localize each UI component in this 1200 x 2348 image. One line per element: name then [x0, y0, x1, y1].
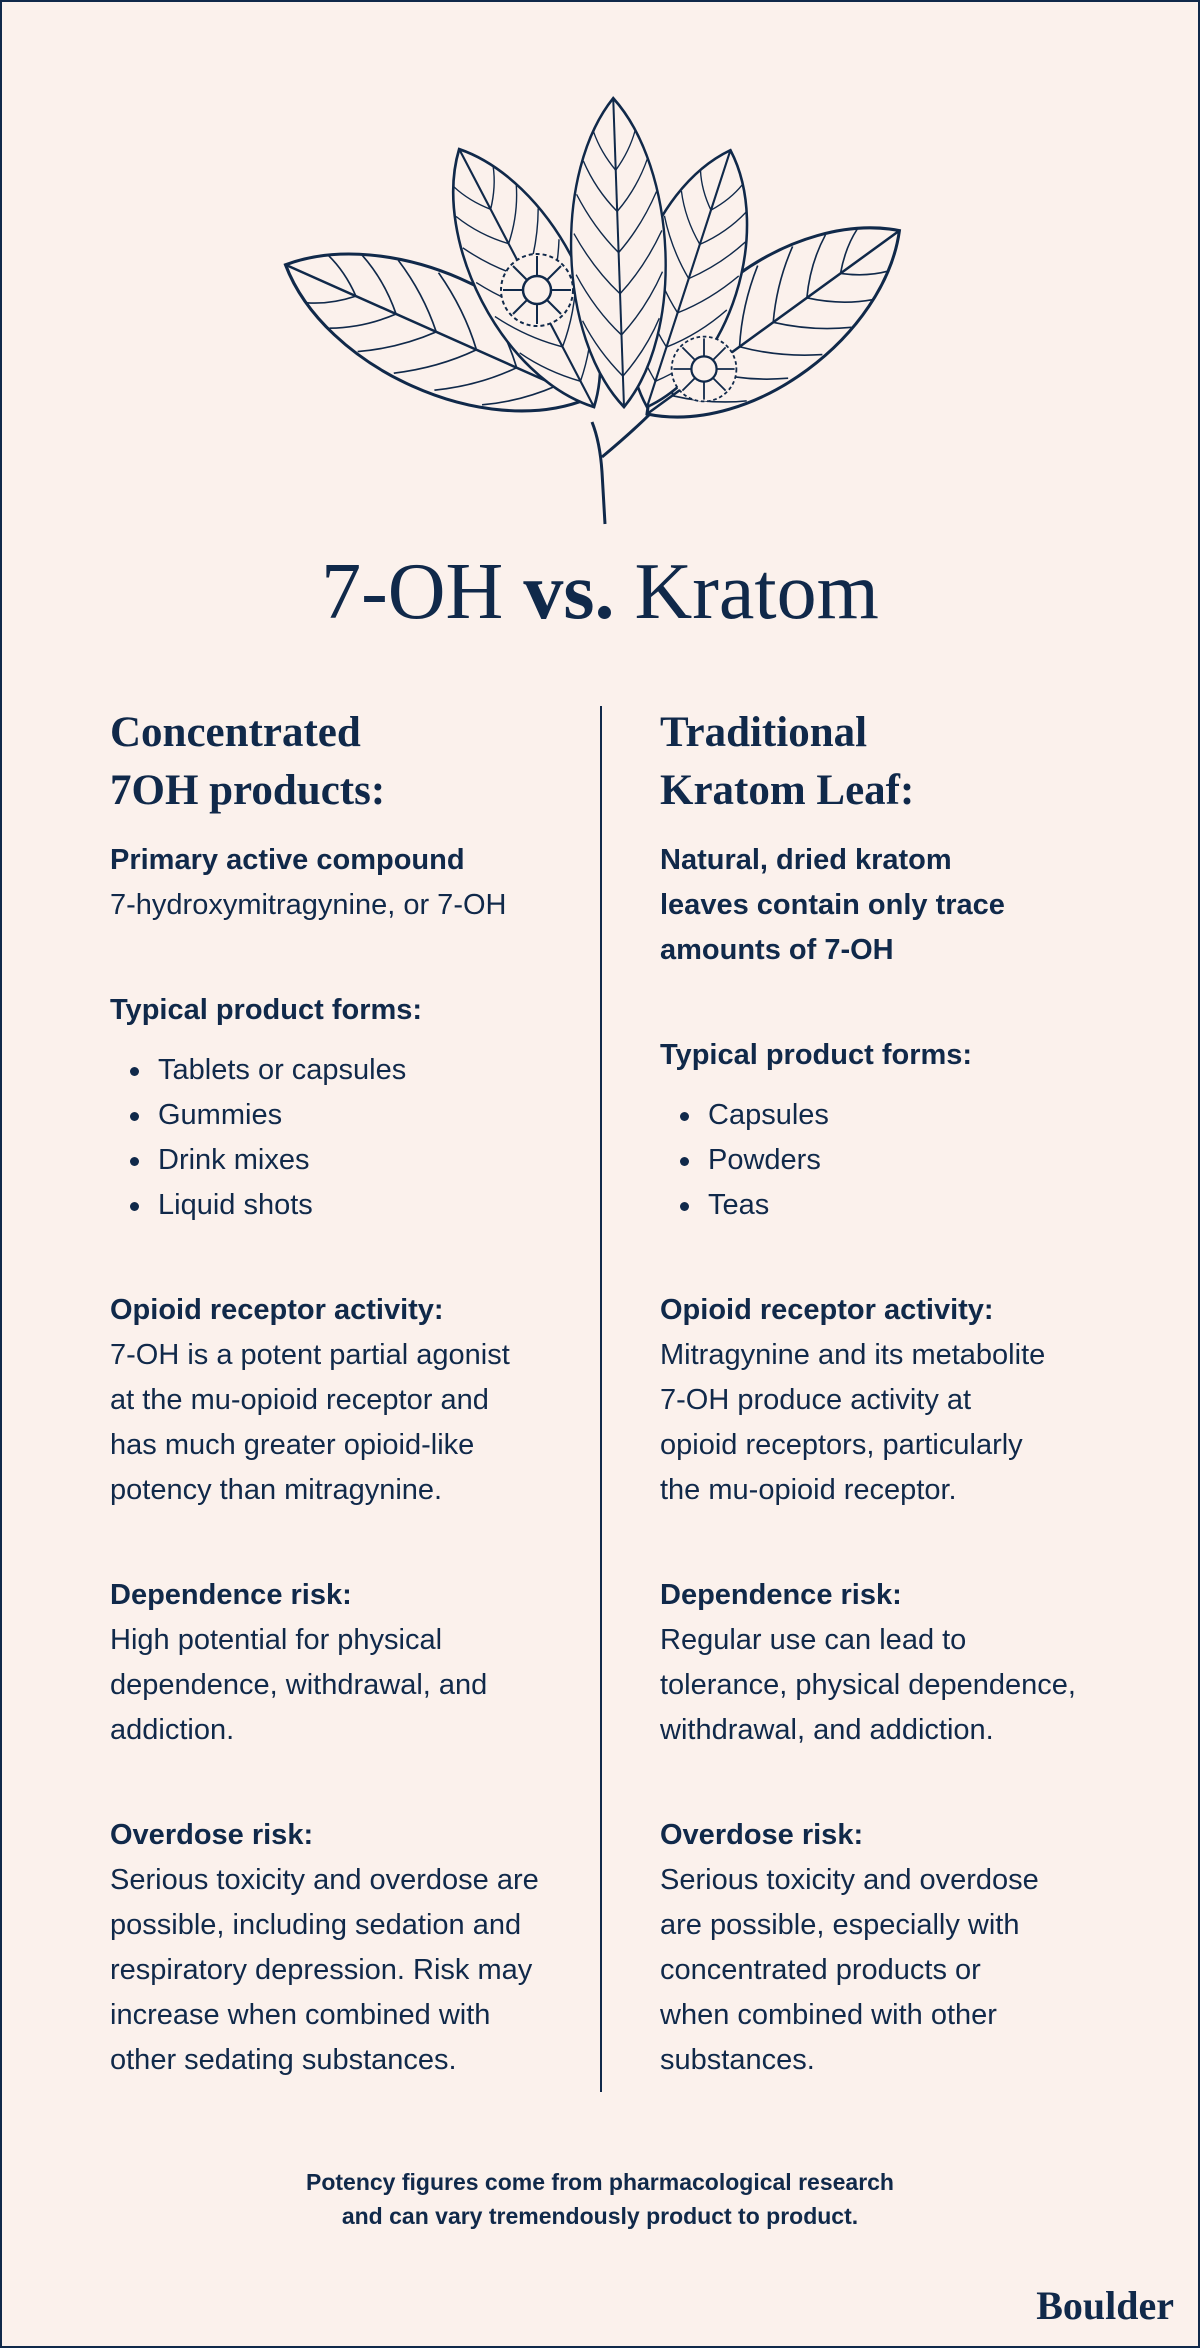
- section: Opioid receptor activity: Mitragynine and…: [660, 1288, 1140, 1513]
- section: Typical product forms: Tablets or capsule…: [110, 988, 590, 1228]
- section: Dependence risk: High potential for physi…: [110, 1573, 590, 1753]
- body-line: are possible, especially with: [660, 1909, 1020, 1941]
- section: Natural, dried kratom leaves contain only…: [660, 838, 1140, 973]
- bullet-item: Powders: [660, 1138, 1140, 1183]
- section-label: Dependence risk:: [660, 1579, 902, 1611]
- body-line: tolerance, physical dependence,: [660, 1669, 1076, 1701]
- body-line: 7-OH produce activity at: [660, 1384, 972, 1416]
- heading-line: 7OH products:: [110, 767, 386, 814]
- section-label: Typical product forms:: [660, 1039, 973, 1071]
- body-line: increase when combined with: [110, 1999, 491, 2031]
- section-label: amounts of 7-OH: [660, 934, 894, 966]
- section-label: Opioid receptor activity:: [110, 1294, 444, 1326]
- column: Concentrated 7OH products: Primary active …: [110, 704, 590, 2083]
- body-line: has much greater opioid-like: [110, 1429, 475, 1461]
- column: Traditional Kratom Leaf: Natural, dried kr…: [660, 704, 1140, 2083]
- body-line: the mu-opioid receptor.: [660, 1474, 957, 1506]
- heading-line: Kratom Leaf:: [660, 767, 915, 814]
- body-line: Regular use can lead to: [660, 1624, 967, 1656]
- body-line: substances.: [660, 2044, 815, 2076]
- section-label: Overdose risk:: [660, 1819, 864, 1851]
- body-line: concentrated products or: [660, 1954, 981, 1986]
- heading-line: Traditional: [660, 709, 868, 756]
- body-line: when combined with other: [660, 1999, 997, 2031]
- section-label: Dependence risk:: [110, 1579, 352, 1611]
- body-line: addiction.: [110, 1714, 235, 1746]
- body-line: High potential for physical: [110, 1624, 443, 1656]
- section-label: Overdose risk:: [110, 1819, 314, 1851]
- body-line: possible, including sedation and: [110, 1909, 522, 1941]
- body-line: 7-hydroxymitragynine, or 7-OH: [110, 889, 507, 921]
- title-part: 7-OH: [321, 548, 504, 636]
- section: Primary active compound 7-hydroxymitragyn…: [110, 838, 590, 928]
- body-line: Mitragynine and its metabolite: [660, 1339, 1046, 1371]
- title: 7-OH vs. Kratom: [2, 542, 1198, 642]
- body-line: opioid receptors, particularly: [660, 1429, 1023, 1461]
- title-part: Kratom: [634, 548, 879, 636]
- section-label: Natural, dried kratom: [660, 844, 952, 876]
- section: Typical product forms: Capsules Powders Tea…: [660, 1033, 1140, 1228]
- column-heading: Concentrated 7OH products:: [110, 704, 590, 820]
- body-line: respiratory depression. Risk may: [110, 1954, 533, 1986]
- body-line: Serious toxicity and overdose are: [110, 1864, 539, 1896]
- bullet-item: Drink mixes: [110, 1138, 590, 1183]
- body-line: at the mu-opioid receptor and: [110, 1384, 489, 1416]
- bullet-item: Tablets or capsules: [110, 1048, 590, 1093]
- column-heading: Traditional Kratom Leaf:: [660, 704, 1140, 820]
- section: Overdose risk: Serious toxicity and overd…: [110, 1813, 590, 2083]
- divider: [600, 706, 602, 2092]
- section-label: Opioid receptor activity:: [660, 1294, 994, 1326]
- leaf-illustration: [259, 95, 936, 525]
- body-line: Serious toxicity and overdose: [660, 1864, 1039, 1896]
- title-part: vs.: [523, 548, 615, 636]
- body-line: dependence, withdrawal, and: [110, 1669, 488, 1701]
- body-line: other sedating substances.: [110, 2044, 457, 2076]
- bullet-list: Capsules Powders Teas: [660, 1093, 1140, 1228]
- bullet-item: Teas: [660, 1183, 1140, 1228]
- body-line: withdrawal, and addiction.: [660, 1714, 994, 1746]
- body-line: 7-OH is a potent partial agonist: [110, 1339, 510, 1371]
- heading-line: Concentrated: [110, 709, 361, 756]
- section-label: leaves contain only trace: [660, 889, 1005, 921]
- section: Overdose risk: Serious toxicity and overd…: [660, 1813, 1140, 2083]
- section-label: Primary active compound: [110, 844, 465, 876]
- bullet-list: Tablets or capsules Gummies Drink mixes Liq…: [110, 1048, 590, 1228]
- footnote-line: and can vary tremendously product to pro…: [341, 2203, 859, 2229]
- section: Dependence risk: Regular use can lead to t…: [660, 1573, 1140, 1753]
- section-label: Typical product forms:: [110, 994, 423, 1026]
- footnote: Potency figures come from pharmacologica…: [2, 2165, 1198, 2233]
- bullet-item: Liquid shots: [110, 1183, 590, 1228]
- body-line: potency than mitragynine.: [110, 1474, 443, 1506]
- bullet-item: Gummies: [110, 1093, 590, 1138]
- brand: Boulder: [1036, 2283, 1174, 2328]
- section: Opioid receptor activity: 7-OH is a poten…: [110, 1288, 590, 1513]
- bullet-item: Capsules: [660, 1093, 1140, 1138]
- footnote-line: Potency figures come from pharmacologica…: [306, 2169, 894, 2195]
